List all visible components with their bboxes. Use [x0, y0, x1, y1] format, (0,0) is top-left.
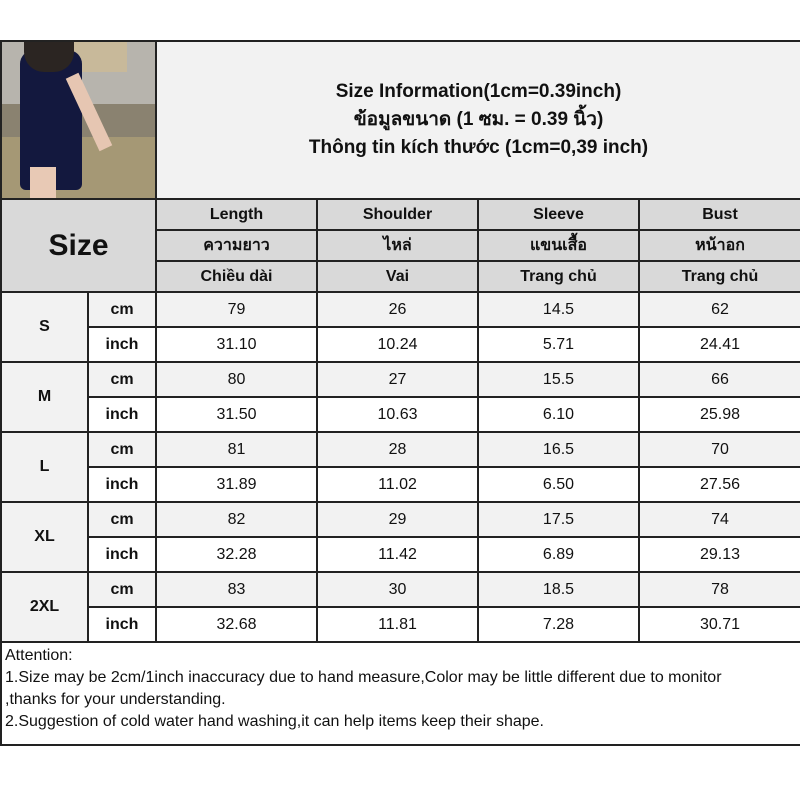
measurement-cell: 32.28 — [155, 536, 318, 573]
product-photo — [0, 40, 157, 200]
measurement-cell: 24.41 — [638, 326, 800, 363]
measurement-cell: 11.42 — [316, 536, 479, 573]
unit-label: inch — [87, 536, 157, 573]
measurement-cell: 82 — [155, 501, 318, 538]
measurement-cell: 74 — [638, 501, 800, 538]
measurement-cell: 62 — [638, 291, 800, 328]
measurement-cell: 14.5 — [477, 291, 640, 328]
col-header-en: Length — [155, 198, 318, 231]
unit-label: cm — [87, 571, 157, 608]
measurement-cell: 30 — [316, 571, 479, 608]
unit-label: inch — [87, 466, 157, 503]
title-en: Size Information(1cm=0.39inch) — [335, 81, 622, 102]
measurement-cell: 80 — [155, 361, 318, 398]
col-header-en: Shoulder — [316, 198, 479, 231]
attention-line: 1.Size may be 2cm/1inch inaccuracy due t… — [5, 669, 722, 686]
col-header-en: Sleeve — [477, 198, 640, 231]
measurement-cell: 70 — [638, 431, 800, 468]
col-header-en: Bust — [638, 198, 800, 231]
measurement-cell: 83 — [155, 571, 318, 608]
measurement-cell: 10.24 — [316, 326, 479, 363]
measurement-cell: 29.13 — [638, 536, 800, 573]
col-header-vi: Trang chủ — [477, 260, 640, 293]
measurement-cell: 31.10 — [155, 326, 318, 363]
measurement-cell: 32.68 — [155, 606, 318, 643]
measurement-cell: 11.81 — [316, 606, 479, 643]
measurement-cell: 6.10 — [477, 396, 640, 433]
table-row: 2XL cm 83 30 18.5 78 — [0, 571, 800, 643]
table-row: inch 32.68 11.81 7.28 30.71 — [1, 606, 800, 643]
measurement-cell: 16.5 — [477, 431, 640, 468]
table-row: inch 31.50 10.63 6.10 25.98 — [1, 396, 800, 433]
unit-label: inch — [87, 326, 157, 363]
measurement-cell: 6.50 — [477, 466, 640, 503]
table-row: inch 32.28 11.42 6.89 29.13 — [1, 536, 800, 573]
measurement-cell: 66 — [638, 361, 800, 398]
title-th: ข้อมูลขนาด (1 ซม. = 0.39 นิ้ว) — [353, 109, 604, 130]
attention-note: Attention: 1.Size may be 2cm/1inch inacc… — [0, 641, 800, 746]
size-header: Size — [0, 198, 157, 293]
title-vi: Thông tin kích thước (1cm=0,39 inch) — [308, 137, 649, 158]
measurement-cell: 81 — [155, 431, 318, 468]
measurement-cell: 6.89 — [477, 536, 640, 573]
measurement-cell: 29 — [316, 501, 479, 538]
col-header-th: ไหล่ — [316, 229, 479, 262]
table-row: inch 31.89 11.02 6.50 27.56 — [1, 466, 800, 503]
size-label: L — [0, 431, 89, 503]
col-header-th: หน้าอก — [638, 229, 800, 262]
attention-heading: Attention: — [5, 647, 73, 664]
unit-label: cm — [87, 431, 157, 468]
col-header-th: แขนเสื้อ — [477, 229, 640, 262]
attention-line: ,thanks for your understanding. — [5, 691, 226, 708]
measurement-cell: 15.5 — [477, 361, 640, 398]
measurement-cell: 31.50 — [155, 396, 318, 433]
size-label: S — [0, 291, 89, 363]
measurement-cell: 30.71 — [638, 606, 800, 643]
attention-line: 2.Suggestion of cold water hand washing,… — [5, 713, 544, 730]
measurement-cell: 11.02 — [316, 466, 479, 503]
measurement-cell: 27 — [316, 361, 479, 398]
measurement-cell: 18.5 — [477, 571, 640, 608]
measurement-cell: 25.98 — [638, 396, 800, 433]
size-chart-table: Size Information(1cm=0.39inch) ข้อมูลขนา… — [0, 40, 800, 746]
measurement-cell: 5.71 — [477, 326, 640, 363]
table-row: XL cm 82 29 17.5 74 — [0, 501, 800, 573]
measurement-cell: 10.63 — [316, 396, 479, 433]
table-row: inch 31.10 10.24 5.71 24.41 — [1, 326, 800, 363]
col-header-vi: Trang chủ — [638, 260, 800, 293]
unit-label: cm — [87, 361, 157, 398]
unit-label: cm — [87, 291, 157, 328]
col-header-th: ความยาว — [155, 229, 318, 262]
measurement-cell: 26 — [316, 291, 479, 328]
unit-label: inch — [87, 606, 157, 643]
col-header-vi: Vai — [316, 260, 479, 293]
col-header-vi: Chiều dài — [155, 260, 318, 293]
title-block: Size Information(1cm=0.39inch) ข้อมูลขนา… — [155, 40, 800, 200]
unit-label: cm — [87, 501, 157, 538]
measurement-cell: 78 — [638, 571, 800, 608]
measurement-cell: 31.89 — [155, 466, 318, 503]
size-label: M — [0, 361, 89, 433]
measurement-cell: 17.5 — [477, 501, 640, 538]
measurement-cell: 28 — [316, 431, 479, 468]
size-label: XL — [0, 501, 89, 573]
measurement-cell: 7.28 — [477, 606, 640, 643]
measurement-cell: 27.56 — [638, 466, 800, 503]
size-label: 2XL — [0, 571, 89, 643]
measurement-cell: 79 — [155, 291, 318, 328]
unit-label: inch — [87, 396, 157, 433]
